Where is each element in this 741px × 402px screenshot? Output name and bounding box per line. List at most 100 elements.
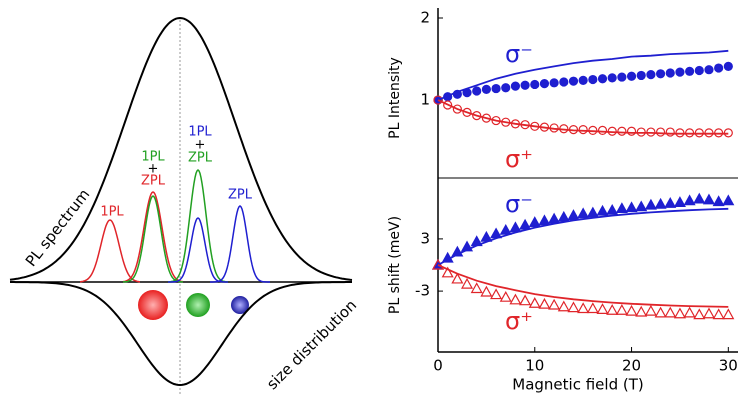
marker xyxy=(673,196,686,207)
marker xyxy=(704,65,714,75)
y-tick-label: 1 xyxy=(420,91,430,109)
marker xyxy=(685,66,695,76)
marker xyxy=(617,72,627,82)
marker xyxy=(722,308,735,320)
marker xyxy=(625,201,638,213)
curve-label: size distribution xyxy=(263,296,360,393)
marker xyxy=(702,193,715,205)
marker xyxy=(607,73,617,83)
marker xyxy=(596,303,609,314)
marker xyxy=(636,70,646,81)
marker xyxy=(675,67,685,77)
marker xyxy=(433,95,443,105)
marker xyxy=(577,207,590,219)
red-dot xyxy=(138,290,168,320)
marker xyxy=(481,84,491,94)
y-axis-label: PL shift (meV) xyxy=(387,216,403,314)
x-tick-label: 10 xyxy=(525,357,544,375)
y-tick-label: -3 xyxy=(415,282,430,300)
marker xyxy=(646,70,656,80)
marker xyxy=(578,124,588,135)
marker xyxy=(586,206,599,218)
marker xyxy=(480,285,493,297)
marker xyxy=(499,290,512,302)
marker xyxy=(617,126,627,136)
marker xyxy=(501,83,511,93)
marker xyxy=(528,297,541,308)
green-dot xyxy=(186,293,210,317)
marker xyxy=(683,306,696,318)
marker xyxy=(683,194,696,206)
peak xyxy=(123,195,183,283)
marker xyxy=(635,305,648,317)
marker xyxy=(588,74,598,85)
marker xyxy=(712,308,725,320)
marker xyxy=(519,294,532,306)
marker xyxy=(470,282,483,294)
fit-line xyxy=(437,99,729,135)
marker xyxy=(596,204,609,216)
marker xyxy=(597,125,608,136)
marker xyxy=(577,302,590,314)
marker xyxy=(722,194,735,206)
marker xyxy=(462,107,472,117)
marker xyxy=(557,300,570,312)
spectrum-curve xyxy=(9,16,353,281)
y-tick-label: 2 xyxy=(420,9,430,27)
x-axis-label: Magnetic field (T) xyxy=(512,376,643,394)
size-curve xyxy=(10,281,352,387)
blue-dot xyxy=(231,296,249,314)
marker xyxy=(665,127,675,137)
marker xyxy=(597,74,608,84)
marker xyxy=(530,79,540,90)
marker xyxy=(509,293,522,305)
peak-label: 1PL xyxy=(141,150,165,165)
marker xyxy=(443,100,453,110)
peak-label: ZPL xyxy=(141,174,166,189)
marker xyxy=(548,298,561,310)
marker xyxy=(538,214,551,226)
marker xyxy=(538,297,551,309)
marker xyxy=(615,304,628,315)
marker xyxy=(615,202,628,214)
marker xyxy=(586,302,599,314)
marker xyxy=(528,216,541,227)
marker xyxy=(519,218,532,230)
marker xyxy=(548,212,561,224)
marker xyxy=(451,272,464,284)
marker xyxy=(664,196,677,208)
marker xyxy=(723,61,733,72)
marker xyxy=(452,104,462,114)
fit-line xyxy=(437,207,729,266)
marker xyxy=(491,83,501,94)
marker xyxy=(635,200,648,212)
peak-label: ZPL xyxy=(228,188,253,203)
marker xyxy=(461,277,474,289)
peak xyxy=(168,217,228,283)
marker xyxy=(644,304,657,316)
x-tick-label: 0 xyxy=(433,357,443,375)
marker xyxy=(520,80,530,90)
marker xyxy=(714,63,724,73)
marker xyxy=(693,192,706,204)
fit-line xyxy=(437,49,729,101)
y-tick-label: 3 xyxy=(420,229,430,247)
series-label: σ⁺ xyxy=(505,307,533,335)
marker xyxy=(499,223,512,235)
marker xyxy=(567,301,580,313)
peak xyxy=(210,205,270,283)
x-tick-label: 30 xyxy=(719,357,738,375)
marker xyxy=(481,113,491,123)
peak xyxy=(79,219,141,283)
peak-label: + xyxy=(148,162,159,177)
marker xyxy=(472,86,482,96)
marker xyxy=(654,306,667,318)
marker xyxy=(665,68,675,78)
marker xyxy=(606,203,619,215)
peak-label: 1PL xyxy=(100,205,124,220)
marker xyxy=(557,210,570,222)
marker xyxy=(655,69,666,79)
marker xyxy=(625,304,638,316)
marker xyxy=(472,111,482,121)
